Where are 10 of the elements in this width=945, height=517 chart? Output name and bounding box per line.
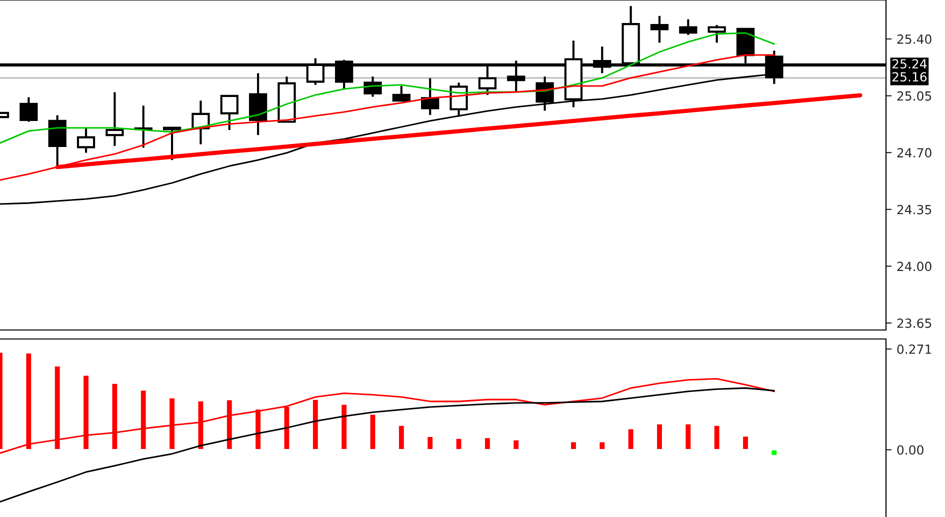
y-tick-label: 25.40 [897, 34, 932, 44]
y-tick-label: 24.00 [897, 262, 932, 272]
y-tick-label: 25.05 [897, 91, 932, 101]
y-tick-label: 0.00 [897, 445, 924, 455]
y-tick-label: 23.65 [897, 318, 932, 328]
ref-line-label: 25.16 [892, 72, 927, 82]
y-tick-label: 0.271 [897, 344, 932, 354]
y-tick-label: 24.35 [897, 204, 932, 214]
ref-line-label: 25.24 [892, 59, 927, 69]
y-tick-label: 24.70 [897, 148, 932, 158]
